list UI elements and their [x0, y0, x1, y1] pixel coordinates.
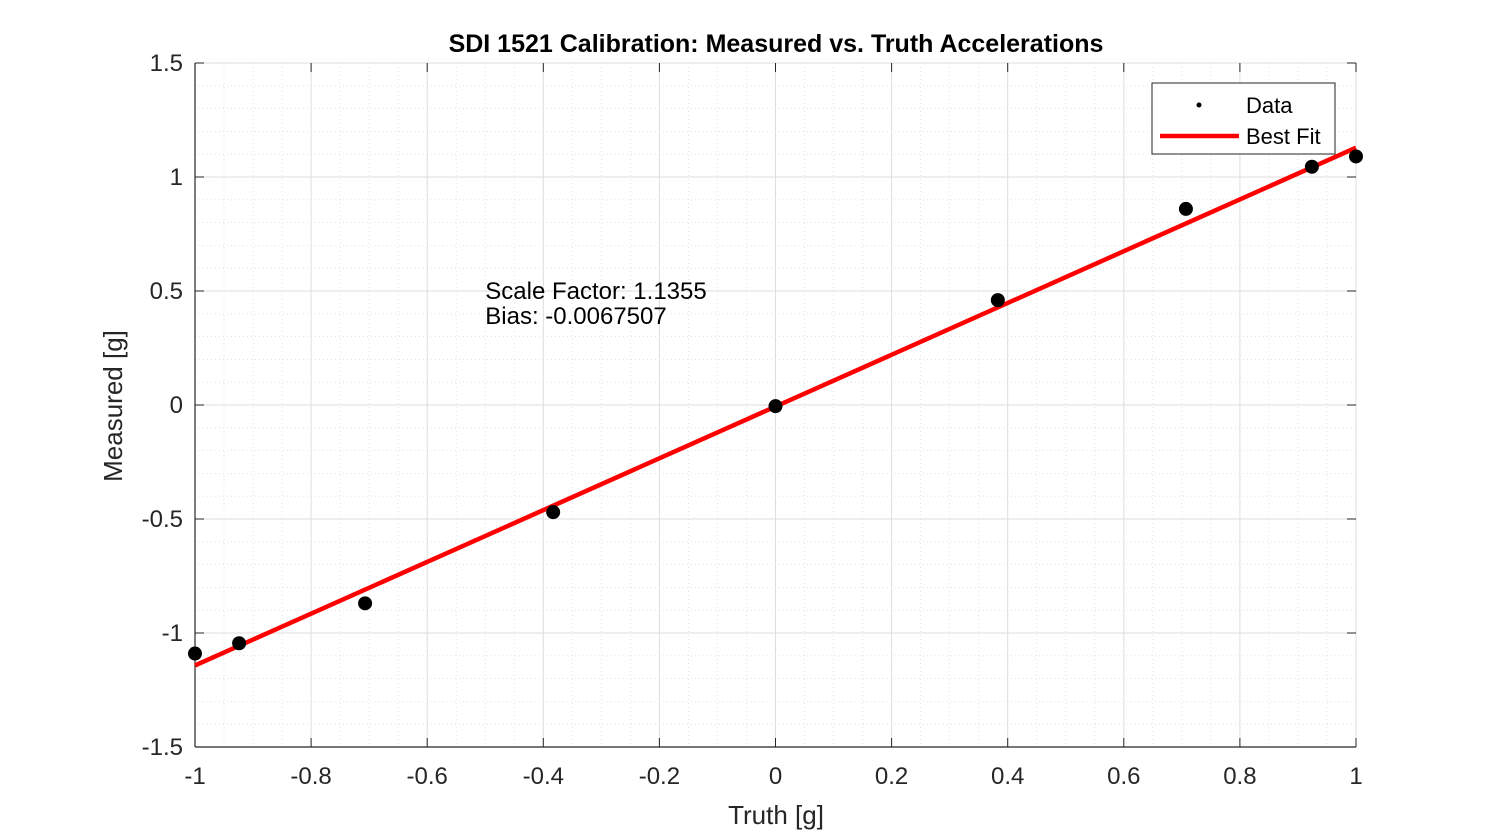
y-tick-label: 0	[170, 392, 183, 419]
x-tick-label: -0.4	[523, 763, 564, 790]
y-axis-title: Measured [g]	[98, 330, 128, 482]
legend-label: Best Fit	[1246, 124, 1321, 149]
x-tick-label: -0.8	[290, 763, 331, 790]
data-point	[990, 293, 1005, 308]
y-tick-label: 1.5	[150, 50, 183, 77]
x-axis-title: Truth [g]	[728, 800, 824, 830]
x-tick-label: -1	[184, 763, 205, 790]
data-point	[768, 399, 783, 414]
annotation-scale-factor: Scale Factor: 1.1355	[485, 278, 706, 305]
y-tick-label: 1	[170, 164, 183, 191]
y-tick-label: -0.5	[142, 506, 183, 533]
data-point	[1304, 159, 1319, 174]
y-axis-ticks: -1.5 -1 -0.5 0 0.5 1 1.5	[142, 50, 1356, 761]
data-point	[1349, 149, 1363, 164]
x-tick-label: -0.6	[407, 763, 448, 790]
x-tick-label: 1	[1349, 763, 1362, 790]
chart-title: SDI 1521 Calibration: Measured vs. Truth…	[449, 30, 1104, 58]
x-tick-label: 0.4	[991, 763, 1024, 790]
legend: Data Best Fit	[1151, 82, 1336, 155]
x-tick-label: 0.8	[1223, 763, 1256, 790]
x-tick-label: 0.2	[875, 763, 908, 790]
y-tick-label: -1.5	[142, 734, 183, 761]
data-point	[546, 505, 561, 520]
legend-label: Data	[1246, 93, 1293, 118]
x-axis-ticks: -1 -0.8 -0.6 -0.4 -0.2 0 0.2 0.4 0.6 0.8 1	[184, 63, 1363, 790]
data-point	[188, 646, 202, 661]
y-tick-label: -1	[162, 620, 183, 647]
x-tick-label: 0.6	[1107, 763, 1140, 790]
legend-box	[1151, 82, 1336, 155]
data-point	[358, 596, 373, 611]
annotation-bias: Bias: -0.0067507	[485, 303, 666, 330]
y-tick-label: 0.5	[150, 278, 183, 305]
x-tick-label: -0.2	[639, 763, 680, 790]
data-point	[232, 636, 247, 651]
series-layer	[188, 145, 1363, 668]
data-point	[1178, 201, 1193, 216]
x-tick-label: 0	[769, 763, 782, 790]
legend-marker-data	[1196, 102, 1202, 108]
